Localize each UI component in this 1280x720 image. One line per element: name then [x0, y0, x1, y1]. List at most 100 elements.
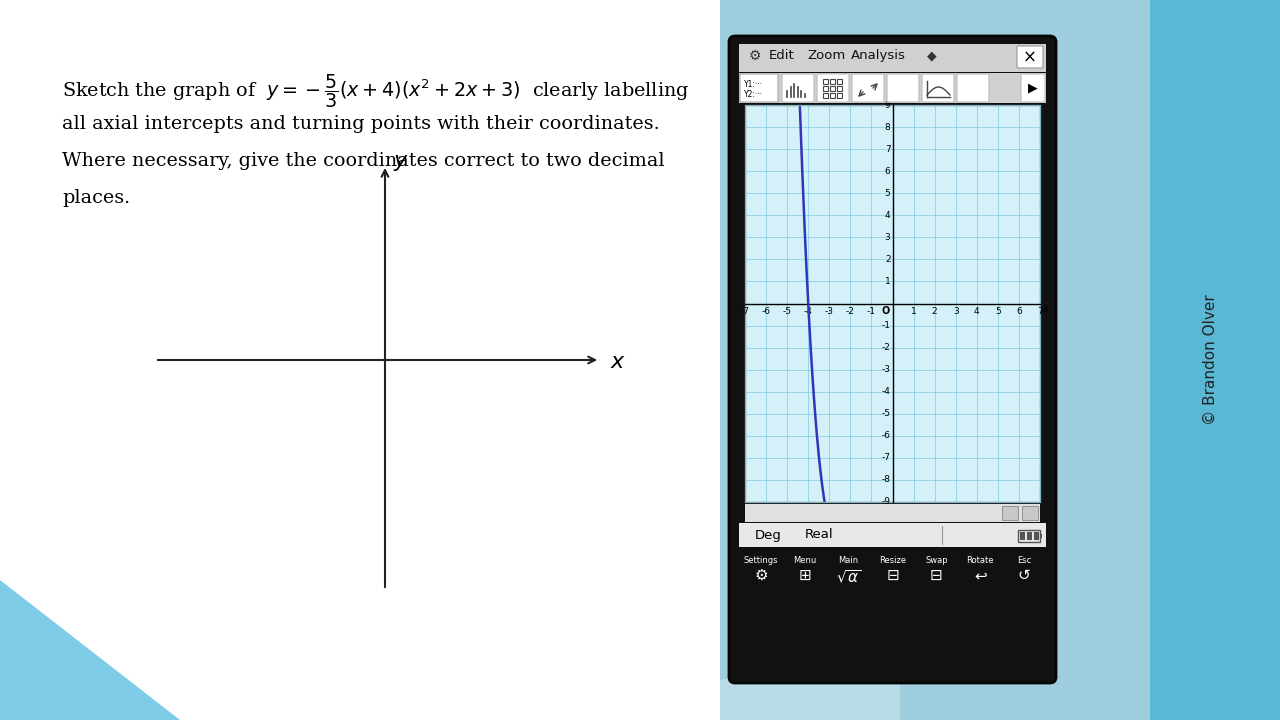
Text: Real: Real	[805, 528, 833, 541]
Bar	[823, 79, 828, 84]
Bar	[739, 73, 1046, 103]
Text: -4: -4	[804, 307, 813, 315]
Text: Zoom: Zoom	[806, 49, 845, 62]
FancyBboxPatch shape	[817, 74, 849, 102]
Bar	[745, 105, 1039, 502]
Text: 6: 6	[884, 166, 891, 176]
Text: $y$: $y$	[895, 92, 902, 104]
Text: -3: -3	[882, 365, 891, 374]
Text: ⚙: ⚙	[754, 568, 768, 583]
Text: Y2:···: Y2:···	[744, 90, 763, 99]
Text: -7: -7	[882, 454, 891, 462]
Text: -4: -4	[882, 387, 891, 396]
Bar	[739, 548, 1046, 673]
FancyBboxPatch shape	[1018, 46, 1043, 68]
Text: -7: -7	[741, 307, 750, 315]
Bar	[1027, 532, 1032, 540]
Text: all axial intercepts and turning points with their coordinates.: all axial intercepts and turning points …	[61, 115, 659, 133]
Text: 5: 5	[995, 307, 1001, 315]
Text: Deg: Deg	[755, 528, 782, 541]
FancyBboxPatch shape	[852, 74, 884, 102]
Bar	[719, 0, 1280, 720]
Bar	[1039, 534, 1042, 538]
Text: 5: 5	[884, 189, 891, 198]
FancyBboxPatch shape	[887, 74, 919, 102]
Bar	[1149, 0, 1280, 720]
Text: Swap: Swap	[925, 556, 947, 565]
Bar	[1034, 532, 1039, 540]
Text: 4: 4	[884, 211, 891, 220]
Text: ×: ×	[1023, 49, 1037, 67]
Bar	[739, 44, 1046, 72]
Text: Sketch the graph of  $y = -\dfrac{5}{3}(x + 4)(x^2 + 2x + 3)$  clearly labelling: Sketch the graph of $y = -\dfrac{5}{3}(x…	[61, 72, 689, 110]
Text: O: O	[881, 307, 890, 317]
Text: ⊟: ⊟	[886, 568, 899, 583]
Text: ◆: ◆	[927, 49, 937, 62]
Text: ▶: ▶	[1028, 81, 1038, 94]
Text: Where necessary, give the coordinates correct to two decimal: Where necessary, give the coordinates co…	[61, 152, 664, 170]
Text: Settings: Settings	[744, 556, 778, 565]
Bar	[745, 504, 1039, 522]
Text: -6: -6	[882, 431, 891, 441]
Bar	[1002, 506, 1018, 520]
Bar	[823, 86, 828, 91]
Bar	[1020, 532, 1025, 540]
Text: 8: 8	[884, 122, 891, 132]
Text: 7: 7	[1037, 307, 1043, 315]
Bar	[739, 523, 1046, 547]
Bar	[837, 93, 842, 98]
Text: $x$: $x$	[1042, 305, 1051, 315]
Text: 4: 4	[974, 307, 979, 315]
Polygon shape	[0, 580, 180, 720]
Text: 2: 2	[932, 307, 937, 315]
Text: Menu: Menu	[794, 556, 817, 565]
Text: 3: 3	[952, 307, 959, 315]
Text: -6: -6	[762, 307, 771, 315]
Text: 9: 9	[884, 101, 891, 109]
Text: $y$: $y$	[393, 153, 410, 173]
Bar	[823, 93, 828, 98]
FancyBboxPatch shape	[730, 36, 1056, 683]
Text: 3: 3	[884, 233, 891, 242]
Text: 6: 6	[1016, 307, 1021, 315]
Text: $\sqrt{\alpha}$: $\sqrt{\alpha}$	[836, 568, 861, 585]
FancyBboxPatch shape	[922, 74, 954, 102]
Text: ↩: ↩	[974, 568, 987, 583]
Text: Esc: Esc	[1016, 556, 1032, 565]
Text: Resize: Resize	[879, 556, 906, 565]
Text: -3: -3	[824, 307, 833, 315]
Bar	[837, 86, 842, 91]
Bar	[829, 86, 835, 91]
Text: 1: 1	[910, 307, 916, 315]
Text: ⊞: ⊞	[799, 568, 812, 583]
Text: $x$: $x$	[611, 352, 626, 372]
Text: -8: -8	[882, 475, 891, 485]
FancyBboxPatch shape	[740, 74, 778, 102]
Text: ⚙: ⚙	[749, 49, 762, 63]
Text: Analysis: Analysis	[851, 49, 906, 62]
Bar	[829, 93, 835, 98]
Text: ⊟: ⊟	[931, 568, 943, 583]
Text: Rotate: Rotate	[966, 556, 995, 565]
Bar	[837, 79, 842, 84]
Text: -5: -5	[882, 409, 891, 418]
Text: places.: places.	[61, 189, 131, 207]
Text: -1: -1	[882, 321, 891, 330]
FancyBboxPatch shape	[782, 74, 814, 102]
Bar	[829, 79, 835, 84]
Text: 7: 7	[884, 145, 891, 153]
Text: Edit: Edit	[769, 49, 795, 62]
Text: -5: -5	[782, 307, 791, 315]
Text: © Brandon Olver: © Brandon Olver	[1202, 294, 1217, 426]
Bar	[1018, 530, 1039, 542]
FancyBboxPatch shape	[1021, 74, 1044, 102]
Text: ↺: ↺	[1018, 568, 1030, 583]
Bar	[1021, 506, 1038, 520]
Text: -2: -2	[846, 307, 855, 315]
Text: Y1:···: Y1:···	[744, 80, 763, 89]
Polygon shape	[719, 650, 900, 720]
Text: -2: -2	[882, 343, 891, 352]
Text: Main: Main	[838, 556, 859, 565]
Text: -9: -9	[882, 498, 891, 506]
Text: 1: 1	[884, 277, 891, 286]
